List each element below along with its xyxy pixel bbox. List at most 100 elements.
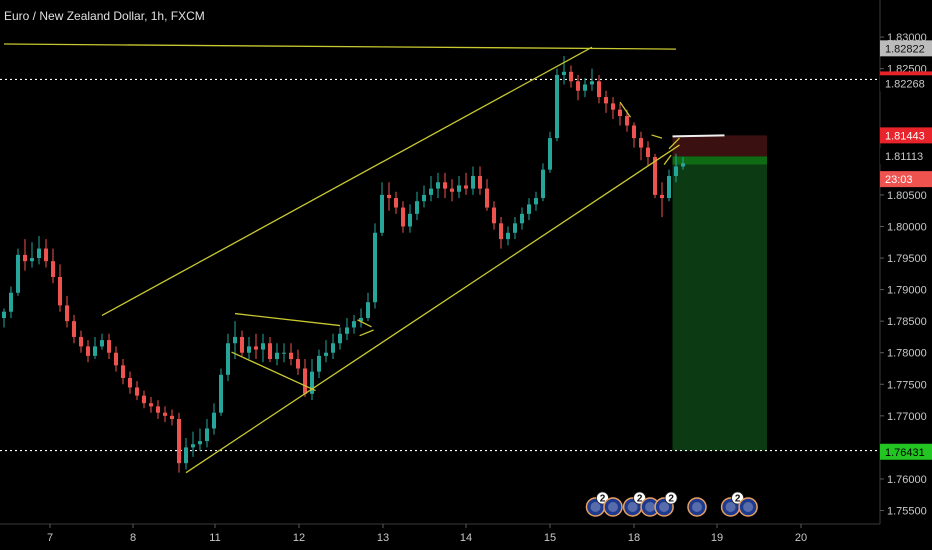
candle[interactable] xyxy=(51,248,55,284)
candle[interactable] xyxy=(429,175,433,202)
candles[interactable] xyxy=(2,56,685,473)
candle[interactable] xyxy=(9,286,13,318)
candle[interactable] xyxy=(212,403,216,435)
candle[interactable] xyxy=(149,396,153,413)
candle[interactable] xyxy=(625,109,629,132)
candle[interactable] xyxy=(527,198,531,221)
candle[interactable] xyxy=(254,333,258,360)
candle[interactable] xyxy=(324,340,328,363)
candle[interactable] xyxy=(576,74,580,101)
candle[interactable] xyxy=(590,68,594,91)
candle[interactable] xyxy=(611,97,615,120)
candle[interactable] xyxy=(58,264,62,312)
candle[interactable] xyxy=(681,157,685,170)
candle[interactable] xyxy=(170,409,174,426)
candle[interactable] xyxy=(30,242,34,268)
time-axis-background[interactable] xyxy=(0,524,932,550)
candle[interactable] xyxy=(632,122,636,148)
candle[interactable] xyxy=(296,349,300,375)
candle[interactable] xyxy=(2,308,6,328)
event-markers[interactable]: 2 2 2 2 xyxy=(585,491,758,517)
candle[interactable] xyxy=(660,182,664,217)
candle[interactable] xyxy=(387,182,391,211)
candle[interactable] xyxy=(226,333,230,382)
candle[interactable] xyxy=(93,336,97,360)
candle[interactable] xyxy=(114,346,118,372)
candle[interactable] xyxy=(282,343,286,363)
candle[interactable] xyxy=(520,207,524,230)
candle[interactable] xyxy=(639,131,643,161)
candle[interactable] xyxy=(604,90,608,113)
candle[interactable] xyxy=(583,78,587,98)
candle[interactable] xyxy=(184,437,188,470)
candle[interactable] xyxy=(135,381,139,401)
candle[interactable] xyxy=(485,179,489,211)
candle[interactable] xyxy=(100,333,104,350)
candle[interactable] xyxy=(44,239,48,268)
candle[interactable] xyxy=(163,406,167,423)
price-axis-background[interactable] xyxy=(880,0,932,524)
candle[interactable] xyxy=(37,235,41,265)
candle[interactable] xyxy=(618,103,622,126)
candle[interactable] xyxy=(422,185,426,208)
candle[interactable] xyxy=(128,371,132,394)
candle[interactable] xyxy=(121,359,125,385)
candle[interactable] xyxy=(569,65,573,88)
candle[interactable] xyxy=(177,412,181,473)
candle[interactable] xyxy=(107,333,111,360)
candle[interactable] xyxy=(646,141,650,167)
candle[interactable] xyxy=(359,308,363,328)
candle[interactable] xyxy=(16,248,20,296)
candle[interactable] xyxy=(198,428,202,451)
candle[interactable] xyxy=(541,163,545,202)
candle[interactable] xyxy=(373,223,377,309)
candle[interactable] xyxy=(156,400,160,419)
candle[interactable] xyxy=(240,330,244,356)
candle[interactable] xyxy=(548,131,552,173)
candle[interactable] xyxy=(303,359,307,397)
candle[interactable] xyxy=(436,172,440,199)
candle[interactable] xyxy=(415,191,419,221)
candle[interactable] xyxy=(289,343,293,366)
candle[interactable] xyxy=(261,333,265,363)
candle[interactable] xyxy=(366,292,370,322)
candle[interactable] xyxy=(464,172,468,195)
candle[interactable] xyxy=(513,217,517,240)
candle[interactable] xyxy=(317,349,321,378)
candle[interactable] xyxy=(142,390,146,409)
candle[interactable] xyxy=(534,191,538,211)
candle[interactable] xyxy=(79,330,83,353)
candle[interactable] xyxy=(499,217,503,249)
candle[interactable] xyxy=(310,359,314,401)
candle[interactable] xyxy=(205,419,209,448)
candle[interactable] xyxy=(275,343,279,366)
candle[interactable] xyxy=(331,333,335,360)
trendlines[interactable] xyxy=(3,43,680,474)
candle[interactable] xyxy=(674,153,678,183)
candle[interactable] xyxy=(247,336,251,360)
candle[interactable] xyxy=(457,175,461,199)
candle[interactable] xyxy=(443,172,447,199)
candle[interactable] xyxy=(380,182,384,236)
candle[interactable] xyxy=(338,327,342,350)
candle[interactable] xyxy=(352,314,356,334)
candle[interactable] xyxy=(471,166,475,195)
candle[interactable] xyxy=(219,368,223,416)
candle[interactable] xyxy=(65,295,69,328)
candle[interactable] xyxy=(408,204,412,233)
candle[interactable] xyxy=(450,179,454,202)
candle[interactable] xyxy=(555,68,559,142)
candle[interactable] xyxy=(191,431,195,457)
candle[interactable] xyxy=(86,340,90,363)
candle[interactable] xyxy=(597,74,601,104)
candle[interactable] xyxy=(492,201,496,230)
candle[interactable] xyxy=(667,169,671,202)
candle[interactable] xyxy=(401,201,405,233)
candle[interactable] xyxy=(562,56,566,85)
candle[interactable] xyxy=(268,336,272,363)
candle[interactable] xyxy=(478,166,482,195)
candle[interactable] xyxy=(506,226,510,246)
candle[interactable] xyxy=(394,191,398,214)
candle[interactable] xyxy=(72,314,76,344)
